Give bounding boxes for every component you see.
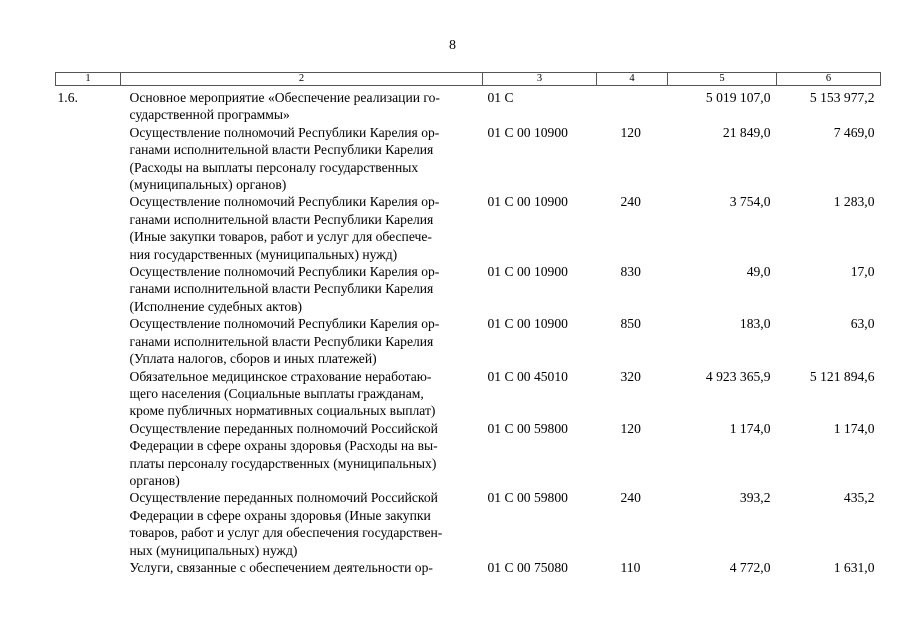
row-expense-type: 240 [620,194,641,210]
row-name: Обязательное медицинское страхование нер… [129,368,436,419]
row-value-col6: 5 121 894,6 [809,368,875,384]
row-expense-type: 850 [620,316,641,332]
row-value-col6: 5 153 977,2 [809,90,875,105]
table-row: Осуществление полномочий Республики Каре… [56,193,881,263]
row-value-col5: 393,2 [739,490,771,506]
row-value-col5: 21 849,0 [722,124,771,140]
table-row: 1.6. Основное мероприятие «Обеспечение ре… [56,86,881,124]
table-row: Услуги, связанные с обеспечением деятель… [56,559,881,576]
column-header: 1 [55,72,121,86]
row-expense-type: 240 [620,490,641,506]
column-header: 6 [776,72,881,86]
row-code: 01 C 00 10900 [487,124,568,140]
row-code: 01 C [487,90,514,105]
row-code: 01 C 00 45010 [487,368,568,384]
row-name: Осуществление полномочий Республики Каре… [129,264,440,314]
row-value-col5: 4 923 365,9 [705,368,771,384]
row-value-col6: 1 631,0 [833,559,875,575]
table-row: Осуществление полномочий Республики Каре… [56,263,881,315]
row-name: Осуществление полномочий Республики Каре… [129,194,440,262]
row-expense-type [597,86,668,124]
row-value-col6: 1 283,0 [833,194,875,210]
row-value-col6: 1 174,0 [833,420,875,436]
row-code: 01 C 00 10900 [487,194,568,210]
row-value-col5: 1 174,0 [729,420,771,436]
row-number [56,124,121,194]
row-value-col6: 435,2 [843,490,875,506]
column-header: 2 [120,72,483,86]
row-expense-type: 830 [620,264,641,280]
row-value-col5: 49,0 [746,264,771,280]
row-value-col5: 4 772,0 [729,559,771,575]
row-expense-type: 120 [620,124,641,140]
header-row: 1 2 3 4 5 6 [55,72,881,86]
page-number: 8 [449,38,456,53]
row-name: Осуществление переданных полномочий Росс… [129,490,443,558]
row-number [56,315,121,367]
column-header: 3 [482,72,597,86]
row-value-col6: 63,0 [850,316,875,332]
budget-table: 1 2 3 4 5 6 1.6. Основное мероприятие «Об… [55,72,881,576]
row-value-col5: 5 019 107,0 [705,90,771,105]
row-expense-type: 120 [620,420,641,436]
row-code: 01 C 00 59800 [487,420,568,436]
row-number [56,489,121,559]
row-name: Осуществление полномочий Республики Каре… [129,124,440,193]
row-value-col6: 17,0 [850,264,875,280]
row-name: Услуги, связанные с обеспечением деятель… [129,559,433,575]
table-row: Осуществление полномочий Республики Каре… [56,315,881,367]
row-value-col6: 7 469,0 [833,124,875,140]
table-row: Осуществление переданных полномочий Росс… [56,420,881,490]
row-number [56,559,121,576]
row-name: Осуществление переданных полномочий Росс… [129,420,438,488]
row-code: 01 C 00 75080 [487,559,568,575]
row-number [56,263,121,315]
row-name: Основное мероприятие «Обеспечение реализ… [129,90,440,123]
row-code: 01 C 00 10900 [487,316,568,332]
row-code: 01 C 00 10900 [487,264,568,280]
row-number: 1.6. [57,90,78,105]
column-header: 4 [596,72,668,86]
row-value-col5: 3 754,0 [729,194,771,210]
row-number [56,420,121,490]
table-row: Осуществление полномочий Республики Каре… [56,124,881,194]
row-name: Осуществление полномочий Республики Каре… [129,316,440,367]
row-number [56,193,121,263]
row-code: 01 C 00 59800 [487,490,568,506]
table-row: Обязательное медицинское страхование нер… [56,368,881,420]
row-expense-type: 110 [620,559,641,575]
row-value-col5: 183,0 [739,316,771,332]
row-number [56,368,121,420]
column-header: 5 [667,72,777,86]
table-row: Осуществление переданных полномочий Росс… [56,489,881,559]
row-expense-type: 320 [620,368,641,384]
